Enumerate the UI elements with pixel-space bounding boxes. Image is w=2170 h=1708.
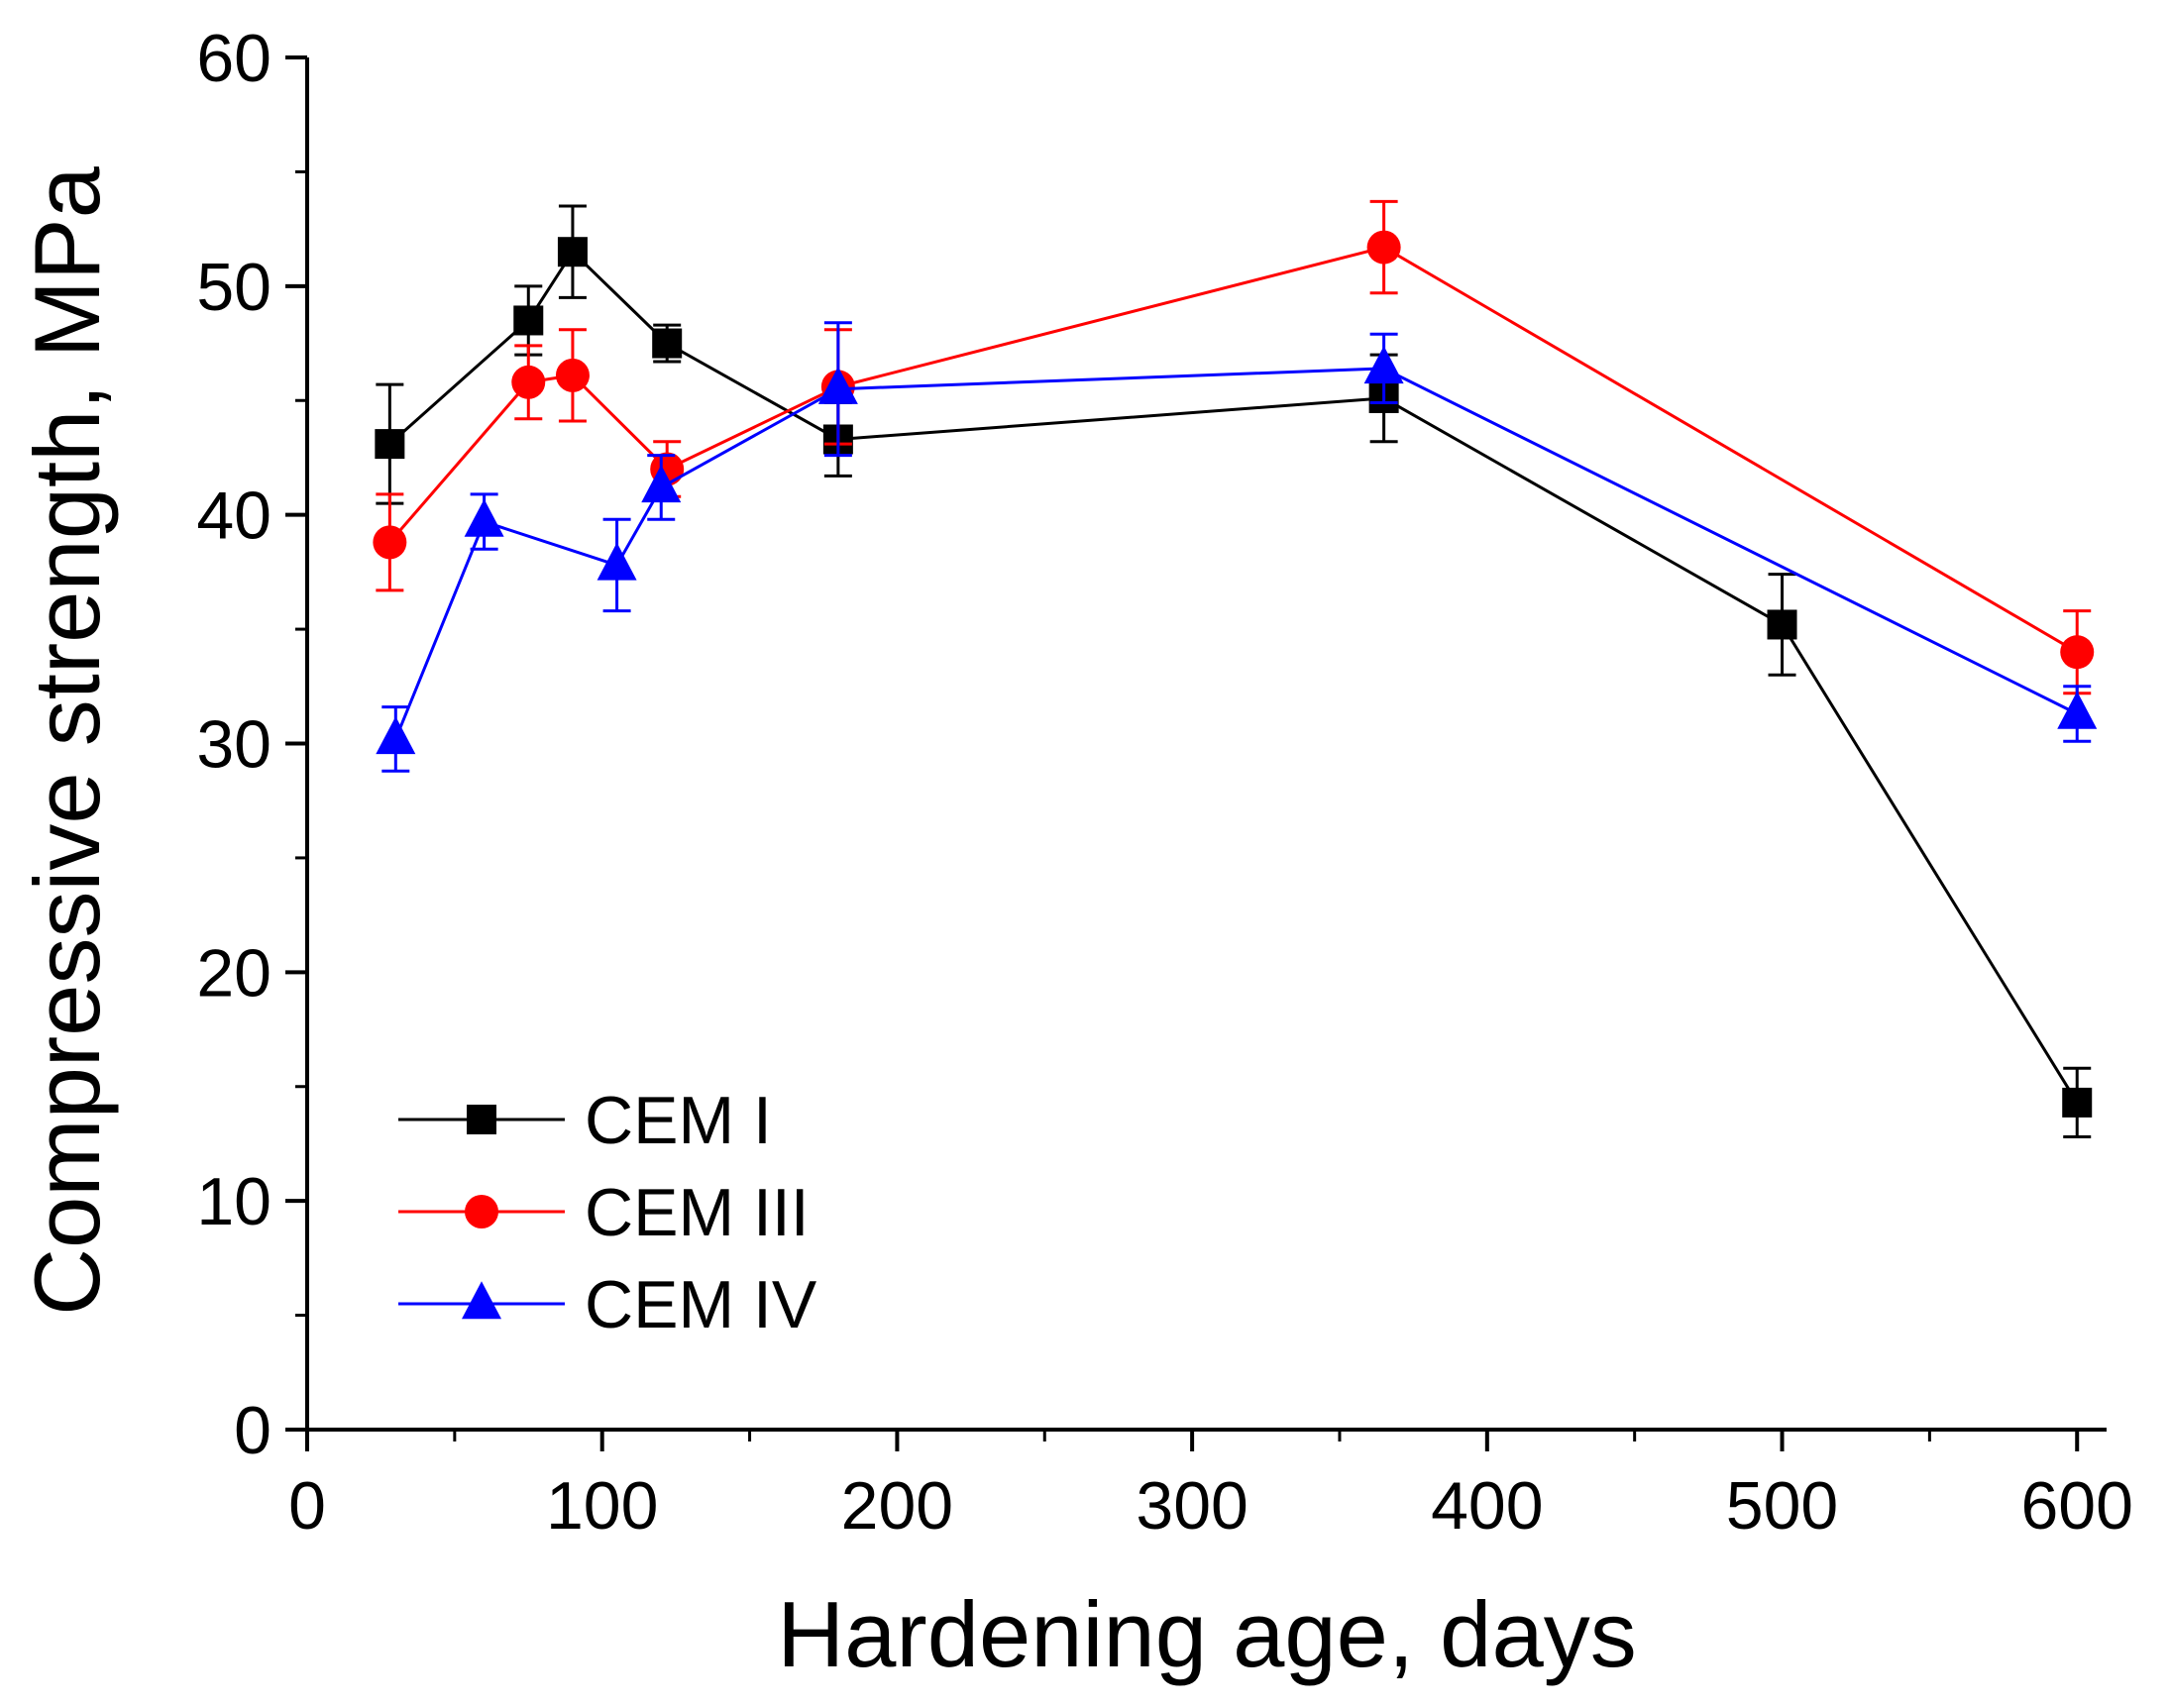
data-point [1366, 230, 1401, 265]
data-point [511, 365, 546, 399]
x-tick-label: 300 [1136, 1468, 1248, 1544]
legend-marker [465, 1195, 498, 1228]
data-point [2062, 1087, 2093, 1118]
y-tick-label: 50 [196, 250, 271, 325]
y-tick-label: 40 [196, 479, 271, 554]
y-tick-label: 0 [234, 1393, 271, 1468]
x-tick-label: 500 [1726, 1468, 1838, 1544]
series-line [388, 249, 2079, 1104]
data-point [652, 328, 683, 359]
legend-marker [462, 1281, 501, 1320]
y-tick-label: 60 [196, 21, 271, 96]
y-tick-label: 30 [196, 707, 271, 783]
legend-label: CEM I [585, 1083, 772, 1158]
data-point [376, 716, 416, 755]
series-cem-iii [373, 199, 2095, 695]
data-point [597, 542, 637, 581]
data-point [464, 498, 504, 537]
data-point [1363, 346, 1404, 384]
data-point [557, 237, 588, 267]
series-layer [373, 199, 2098, 1139]
x-tick-label: 200 [841, 1468, 953, 1544]
series-line [388, 245, 2078, 654]
data-point [641, 465, 682, 503]
x-tick-label: 0 [288, 1468, 326, 1544]
y-axis-label: Compressive strength, MPa [15, 165, 119, 1315]
y-tick-label: 10 [196, 1164, 271, 1239]
series-line [393, 367, 2078, 740]
tick-layer: 0 100 200 300 400 500 600 0 10 20 30 40 50 60 [196, 21, 2133, 1544]
legend-marker [467, 1105, 496, 1134]
data-point [513, 305, 544, 336]
legend: CEM I CEM III CEM IV [398, 1083, 817, 1342]
x-tick-label: 600 [2020, 1468, 2132, 1544]
legend-label: CEM III [585, 1175, 810, 1250]
data-point [2057, 691, 2098, 729]
data-point [555, 358, 590, 392]
x-axis-label: Hardening age, days [777, 1582, 1636, 1686]
data-point [373, 525, 407, 560]
data-point [375, 429, 405, 460]
x-tick-label: 400 [1431, 1468, 1543, 1544]
legend-label: CEM IV [585, 1267, 817, 1342]
data-point [1767, 609, 1797, 640]
y-tick-label: 20 [196, 935, 271, 1011]
data-point [2060, 635, 2095, 670]
data-point [817, 366, 858, 404]
x-tick-label: 100 [546, 1468, 658, 1544]
series-cem-i [375, 204, 2093, 1139]
series-cem-iv [376, 321, 2098, 773]
